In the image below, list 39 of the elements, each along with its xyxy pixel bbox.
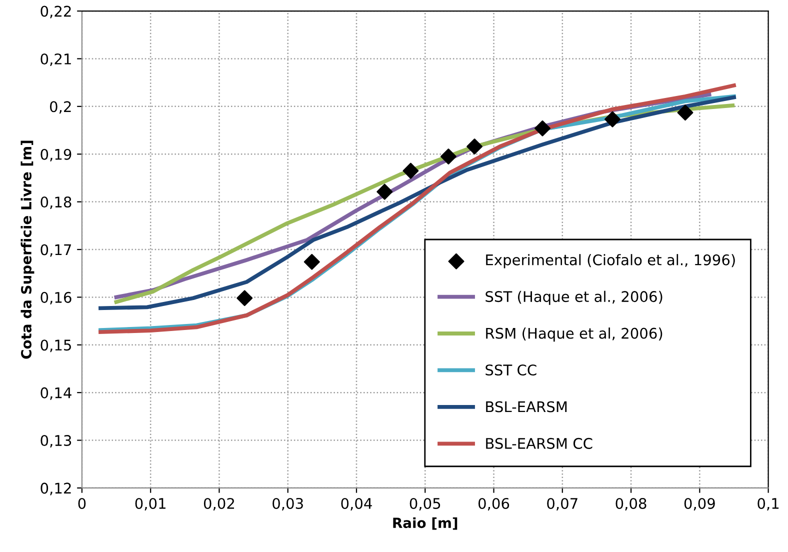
y-tick-label: 0,22: [40, 6, 71, 18]
x-tick-label: 0,01: [135, 498, 166, 510]
point: [440, 148, 456, 164]
x-tick-label: 0,08: [616, 498, 646, 510]
point: [534, 120, 550, 136]
point: [236, 290, 253, 306]
y-tick-label: 0,21: [40, 53, 71, 66]
point: [304, 254, 320, 270]
x-tick-label: 0,09: [684, 498, 715, 510]
x-tick-label: 0,05: [410, 498, 440, 510]
point: [604, 111, 620, 128]
legend-label: Experimental (Ciofalo et al., 1996): [486, 254, 735, 268]
y-tick-label: 0,16: [40, 292, 72, 304]
x-tick-label: 0,04: [341, 498, 372, 510]
y-axis-title: Cota da Superficie Livre [m]: [20, 140, 34, 359]
x-tick-label: 0: [78, 498, 86, 509]
point: [466, 138, 483, 154]
x-axis-title: Raio [m]: [393, 517, 458, 530]
x-tick-label: 0,07: [547, 498, 578, 510]
point: [677, 104, 694, 121]
y-tick-label: 0,17: [40, 244, 71, 257]
legend-label: BSL-EARSM CC: [486, 438, 592, 449]
x-tick-label: 0,06: [478, 498, 510, 510]
y-tick-label: 0,18: [40, 196, 72, 210]
legend-label: RSM (Haque et al, 2006): [486, 328, 662, 342]
y-tick-label: 0,13: [40, 434, 72, 448]
y-tick-label: 0,14: [40, 387, 72, 400]
x-tick-label: 0,02: [204, 498, 234, 510]
x-tick-label: 0,03: [272, 498, 303, 510]
legend-label: SST CC: [486, 364, 536, 376]
point: [376, 184, 393, 200]
y-tick-label: 0,2: [50, 101, 71, 114]
legend-label: SST (Haque et al., 2006): [486, 290, 662, 305]
legend-label: BSL-EARSM: [486, 401, 567, 412]
x-tick-label: 0,1: [758, 498, 779, 510]
y-tick-label: 0,19: [40, 148, 72, 162]
point: [402, 162, 419, 179]
y-tick-label: 0,12: [40, 482, 71, 496]
y-tick-label: 0,15: [40, 340, 71, 352]
